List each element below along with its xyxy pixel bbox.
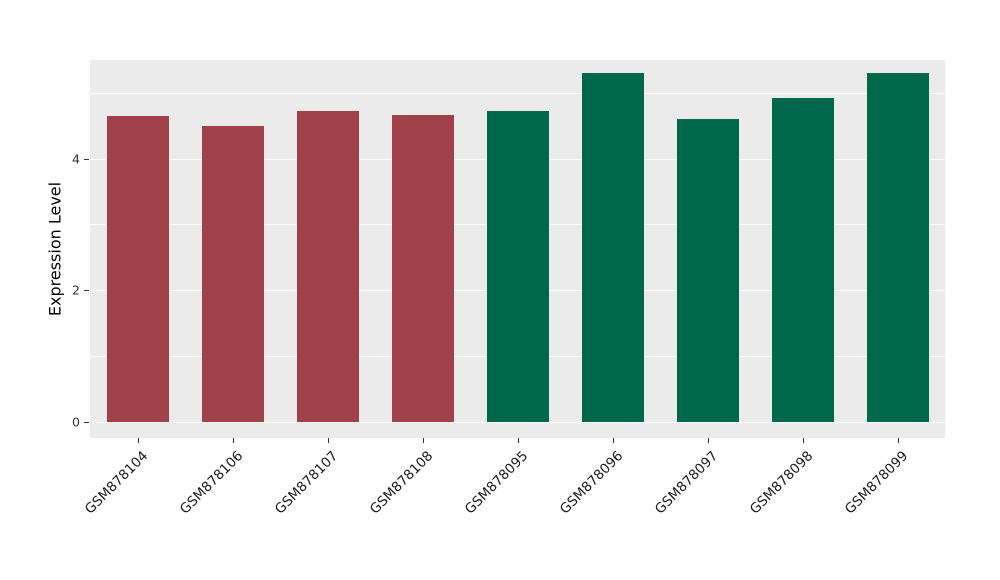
bar [581, 73, 644, 422]
y-axis-title: Expression Level [45, 181, 65, 317]
plot-panel [90, 60, 945, 438]
y-tick-label: 2 [72, 282, 80, 298]
x-tick-label: GSM878097 [651, 448, 721, 518]
x-tick-mark [897, 438, 899, 443]
bar [771, 98, 834, 422]
gridline-minor [90, 92, 945, 94]
bar [106, 115, 169, 422]
bar [486, 111, 549, 422]
bar [866, 73, 929, 422]
x-tick-mark [327, 438, 329, 443]
x-tick-label: GSM878098 [746, 448, 816, 518]
x-tick-mark [802, 438, 804, 443]
y-tick-label: 0 [72, 414, 80, 430]
x-tick-label: GSM878095 [461, 448, 531, 518]
y-tick-mark [84, 158, 89, 160]
y-tick-label: 4 [72, 151, 80, 167]
x-tick-mark [707, 438, 709, 443]
y-tick-mark [84, 290, 89, 292]
x-tick-label: GSM878099 [841, 448, 911, 518]
x-tick-label: GSM878104 [81, 448, 151, 518]
x-tick-label: GSM878106 [176, 448, 246, 518]
x-tick-mark [422, 438, 424, 443]
bar [676, 119, 739, 422]
bar [201, 125, 264, 422]
x-tick-mark [137, 438, 139, 443]
gridline-major [90, 421, 945, 423]
x-tick-label: GSM878107 [271, 448, 341, 518]
x-tick-mark [232, 438, 234, 443]
x-tick-mark [517, 438, 519, 443]
bar [391, 114, 454, 422]
x-tick-label: GSM878108 [366, 448, 436, 518]
y-tick-mark [84, 421, 89, 423]
x-tick-mark [612, 438, 614, 443]
x-tick-label: GSM878096 [556, 448, 626, 518]
bar [296, 111, 359, 422]
